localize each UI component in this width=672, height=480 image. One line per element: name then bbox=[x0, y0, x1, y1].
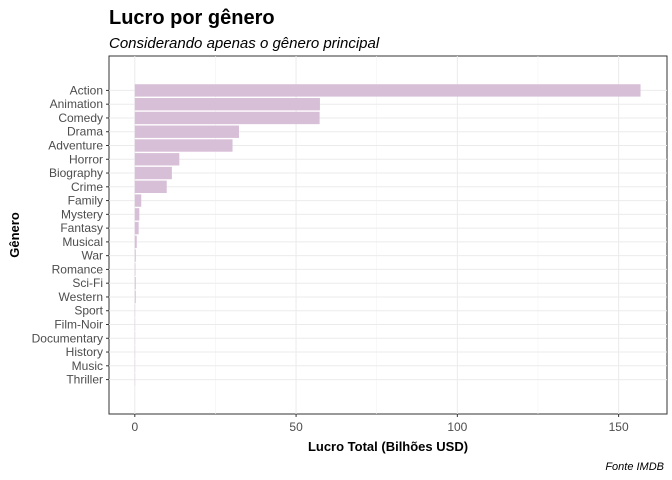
bar-adventure bbox=[134, 139, 233, 152]
y-axis-title: Gênero bbox=[7, 212, 22, 258]
y-tick-label: Sport bbox=[74, 304, 103, 318]
bar-fantasy bbox=[134, 221, 139, 235]
y-tick-label: Music bbox=[72, 359, 103, 373]
bar-animation bbox=[134, 97, 320, 111]
y-tick-label: Family bbox=[68, 194, 103, 208]
y-tick-label: Biography bbox=[49, 166, 103, 180]
bar-family bbox=[134, 194, 142, 207]
chart-subtitle: Considerando apenas o gênero principal bbox=[109, 35, 380, 52]
bar-horror bbox=[134, 153, 180, 166]
bar-musical bbox=[134, 235, 137, 249]
bars bbox=[134, 84, 641, 386]
y-tick-label: Sci-Fi bbox=[72, 276, 103, 290]
bar-romance bbox=[134, 263, 136, 276]
x-tick-label: 100 bbox=[447, 420, 467, 434]
y-tick-label: War bbox=[81, 249, 103, 263]
y-tick-label: Animation bbox=[50, 97, 103, 111]
x-axis-ticks: 0 50 100 150 bbox=[131, 414, 629, 434]
bar-sci-fi bbox=[134, 276, 136, 290]
y-tick-label: Romance bbox=[52, 262, 104, 276]
y-tick-label: Western bbox=[59, 290, 103, 304]
y-tick-label: Documentary bbox=[32, 331, 103, 345]
bar-drama bbox=[134, 125, 239, 138]
y-tick-label: Crime bbox=[71, 180, 103, 194]
bar-western bbox=[134, 290, 136, 304]
bar-war bbox=[134, 249, 136, 262]
caption: Fonte IMDB bbox=[605, 461, 664, 473]
y-axis-ticks: ActionAnimationComedyDramaAdventureHorro… bbox=[32, 83, 109, 387]
y-tick-label: Mystery bbox=[61, 207, 103, 221]
bar-biography bbox=[134, 166, 172, 180]
y-tick-label: Adventure bbox=[48, 139, 103, 153]
bar-action bbox=[134, 84, 641, 97]
bar-mystery bbox=[134, 208, 140, 221]
bar-comedy bbox=[134, 111, 320, 125]
y-tick-label: Musical bbox=[62, 235, 103, 249]
y-tick-label: Film-Noir bbox=[54, 318, 103, 332]
bar-crime bbox=[134, 180, 167, 194]
y-tick-label: Action bbox=[70, 83, 103, 97]
x-tick-label: 50 bbox=[289, 420, 303, 434]
x-tick-label: 0 bbox=[131, 420, 138, 434]
y-tick-label: Fantasy bbox=[60, 221, 103, 235]
y-tick-label: History bbox=[66, 345, 103, 359]
y-tick-label: Comedy bbox=[58, 111, 103, 125]
x-axis-title: Lucro Total (Bilhões USD) bbox=[308, 439, 468, 454]
y-tick-label: Thriller bbox=[66, 373, 103, 387]
chart-title: Lucro por gênero bbox=[109, 7, 275, 29]
y-tick-label: Drama bbox=[67, 125, 103, 139]
y-tick-label: Horror bbox=[69, 152, 103, 166]
x-tick-label: 150 bbox=[609, 420, 629, 434]
